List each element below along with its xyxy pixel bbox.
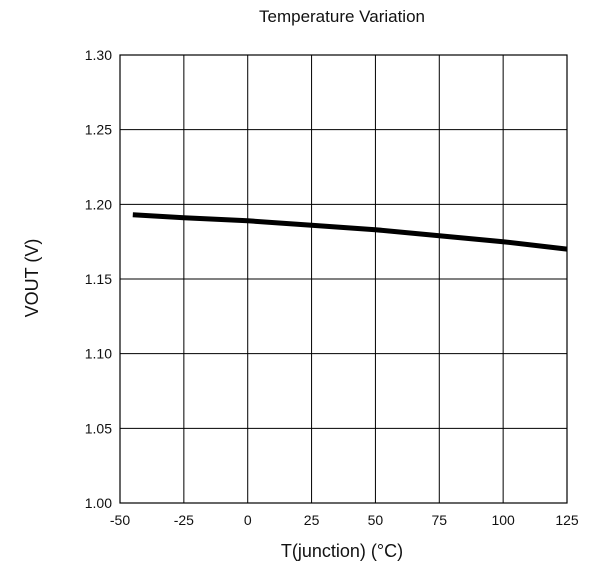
y-tick-label: 1.00 (85, 495, 112, 511)
x-tick-label: 75 (431, 512, 447, 528)
y-tick-label: 1.10 (85, 346, 112, 362)
x-tick-label: 125 (555, 512, 579, 528)
y-axis-label: VOUT (V) (22, 239, 42, 318)
x-tick-label: 50 (368, 512, 384, 528)
y-tick-label: 1.20 (85, 196, 112, 212)
x-tick-label: -25 (174, 512, 194, 528)
x-axis-tick-labels: -50 -25 0 25 50 75 100 125 (110, 512, 579, 528)
x-tick-label: 0 (244, 512, 252, 528)
x-tick-label: 25 (304, 512, 320, 528)
y-tick-label: 1.05 (85, 420, 112, 436)
horizontal-gridlines (120, 54, 567, 504)
y-tick-label: 1.25 (85, 122, 112, 138)
y-tick-label: 1.30 (85, 47, 112, 63)
y-axis-tick-labels: 1.00 1.05 1.10 1.15 1.20 1.25 1.30 (85, 47, 112, 511)
chart-title: Temperature Variation (259, 7, 425, 26)
x-tick-label: -50 (110, 512, 130, 528)
plot-area-frame (119, 54, 568, 504)
series-line-0 (132, 212, 568, 252)
series-group (132, 212, 568, 252)
x-axis-label: T(junction) (°C) (281, 541, 403, 561)
y-tick-label: 1.15 (85, 271, 112, 287)
x-tick-label: 100 (491, 512, 515, 528)
